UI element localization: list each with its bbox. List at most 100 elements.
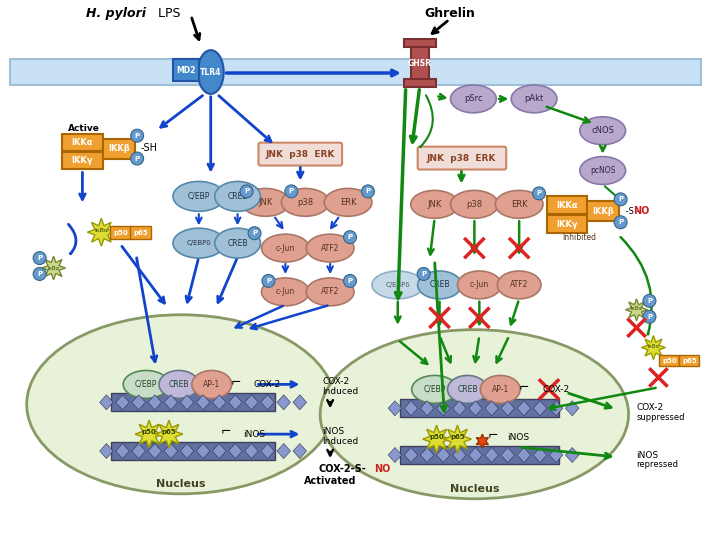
Circle shape	[362, 185, 374, 198]
Polygon shape	[277, 444, 291, 459]
Text: ⌐: ⌐	[220, 425, 231, 438]
Polygon shape	[517, 401, 530, 416]
Text: COX-2: COX-2	[254, 380, 281, 389]
Ellipse shape	[580, 117, 625, 144]
FancyBboxPatch shape	[418, 147, 506, 170]
Text: P: P	[618, 197, 623, 202]
Polygon shape	[196, 444, 210, 459]
Text: ⌐: ⌐	[230, 376, 241, 389]
Text: P: P	[289, 188, 294, 194]
Polygon shape	[132, 395, 145, 410]
FancyBboxPatch shape	[130, 226, 151, 239]
Polygon shape	[485, 447, 498, 462]
Text: p65: p65	[133, 230, 148, 236]
Ellipse shape	[306, 234, 354, 262]
Text: cNOS: cNOS	[591, 126, 614, 135]
Ellipse shape	[198, 50, 223, 94]
Circle shape	[643, 294, 656, 307]
Polygon shape	[196, 395, 210, 410]
Text: -S -: -S -	[623, 207, 639, 216]
Ellipse shape	[324, 188, 372, 216]
Ellipse shape	[418, 271, 462, 299]
Polygon shape	[277, 395, 291, 410]
Circle shape	[344, 274, 357, 287]
Circle shape	[248, 227, 261, 240]
Text: P: P	[347, 234, 352, 240]
Text: COX-2: COX-2	[322, 377, 350, 386]
Text: AP-1: AP-1	[203, 380, 220, 389]
Ellipse shape	[497, 271, 541, 299]
Text: C/EBPδ: C/EBPδ	[186, 240, 211, 246]
Text: c-Jun: c-Jun	[276, 244, 295, 252]
Text: C/EBPδ: C/EBPδ	[386, 282, 410, 288]
Ellipse shape	[450, 191, 498, 218]
Text: P: P	[37, 255, 43, 261]
Text: iNOS: iNOS	[244, 430, 266, 439]
Ellipse shape	[173, 228, 225, 258]
FancyBboxPatch shape	[659, 354, 679, 366]
Text: COX-2: COX-2	[637, 403, 664, 412]
Ellipse shape	[447, 375, 487, 403]
Polygon shape	[404, 401, 418, 416]
Polygon shape	[164, 444, 178, 459]
Circle shape	[262, 274, 275, 287]
Text: p50: p50	[113, 230, 128, 236]
Polygon shape	[517, 447, 530, 462]
Polygon shape	[388, 447, 402, 462]
Text: Active: Active	[67, 124, 99, 133]
Polygon shape	[164, 395, 178, 410]
Text: JNK  p38  ERK: JNK p38 ERK	[427, 154, 496, 163]
Text: IκBα: IκBα	[48, 265, 60, 271]
Polygon shape	[566, 401, 579, 416]
Text: p38: p38	[297, 198, 313, 207]
Text: C/EBP: C/EBP	[188, 192, 210, 201]
Polygon shape	[135, 420, 163, 448]
Polygon shape	[180, 395, 194, 410]
Text: p50: p50	[142, 429, 157, 435]
Text: pcNOS: pcNOS	[590, 166, 615, 175]
Polygon shape	[293, 395, 306, 410]
Text: Inhibited: Inhibited	[562, 233, 596, 242]
Text: suppressed: suppressed	[637, 413, 685, 422]
Polygon shape	[444, 425, 471, 453]
Text: p65: p65	[682, 358, 696, 364]
Text: Induced: Induced	[322, 437, 359, 446]
Text: IKKβ: IKKβ	[592, 207, 613, 216]
Text: C/EBP: C/EBP	[135, 380, 157, 389]
Text: ⌐: ⌐	[487, 429, 498, 441]
Polygon shape	[437, 447, 450, 462]
Text: IKKα: IKKα	[556, 201, 578, 210]
Ellipse shape	[411, 191, 459, 218]
Ellipse shape	[580, 157, 625, 184]
Polygon shape	[132, 444, 145, 459]
Circle shape	[344, 231, 357, 244]
Polygon shape	[566, 447, 579, 462]
Ellipse shape	[457, 271, 501, 299]
Text: JNK  p38  ERK: JNK p38 ERK	[266, 150, 335, 158]
Polygon shape	[452, 447, 466, 462]
Ellipse shape	[215, 228, 260, 258]
Ellipse shape	[372, 271, 424, 299]
Text: NO: NO	[374, 464, 390, 474]
FancyBboxPatch shape	[679, 354, 699, 366]
Ellipse shape	[123, 371, 169, 398]
Text: CREB: CREB	[169, 380, 189, 389]
Polygon shape	[549, 447, 563, 462]
FancyBboxPatch shape	[104, 139, 135, 158]
Text: IκBα: IκBα	[94, 228, 108, 233]
Polygon shape	[213, 395, 226, 410]
Text: ⌐: ⌐	[519, 381, 530, 394]
Text: AP-1: AP-1	[491, 385, 509, 394]
Text: P: P	[647, 314, 652, 320]
Text: pSrc: pSrc	[464, 95, 483, 104]
Ellipse shape	[192, 371, 232, 398]
Polygon shape	[533, 447, 547, 462]
Polygon shape	[100, 395, 113, 410]
Polygon shape	[642, 336, 665, 360]
Text: P: P	[244, 188, 249, 194]
FancyBboxPatch shape	[587, 201, 619, 221]
Text: c-Jun: c-Jun	[470, 280, 489, 289]
Ellipse shape	[281, 188, 329, 216]
Text: P: P	[347, 278, 352, 284]
Text: P: P	[421, 271, 426, 277]
